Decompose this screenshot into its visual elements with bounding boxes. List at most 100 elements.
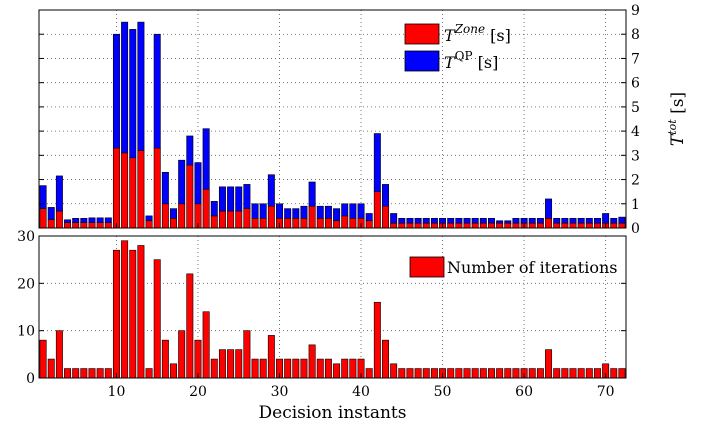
bar-qp-time (145, 215, 153, 222)
bar-qp-time (178, 159, 186, 205)
bar-zone-time (121, 152, 129, 229)
bottom-chart-frame (38, 235, 627, 379)
bar-qp-time (308, 181, 316, 207)
bar-zone-time (390, 222, 398, 229)
bar-iterations (430, 368, 438, 379)
bar-iterations (536, 368, 544, 379)
x-tick-label: 30 (271, 384, 289, 400)
bar-zone-time (553, 222, 561, 229)
y-tick-label: 2 (631, 173, 640, 189)
bar-iterations (259, 358, 267, 379)
y-tick-label: 20 (17, 276, 35, 292)
bar-qp-time (545, 198, 553, 219)
bar-iterations (479, 368, 487, 379)
bar-qp-time (585, 218, 593, 224)
bar-qp-time (357, 203, 365, 219)
bar-qp-time (259, 203, 267, 219)
y-tick-label: 4 (631, 124, 640, 140)
bar-zone-time (496, 222, 504, 229)
bar-qp-time (618, 216, 626, 224)
y-tick-label: 30 (17, 229, 35, 245)
bar-iterations (235, 349, 243, 379)
bar-iterations (487, 368, 495, 379)
bar-zone-time (618, 222, 626, 229)
bar-zone-time (504, 222, 512, 229)
bar-iterations (382, 339, 389, 379)
bar-qp-time (610, 218, 618, 224)
bar-iterations (72, 368, 80, 379)
bar-qp-time (324, 205, 332, 219)
bar-qp-time (316, 205, 324, 219)
bar-qp-time (300, 205, 308, 219)
bar-qp-time (72, 218, 80, 223)
bar-iterations (610, 368, 618, 379)
bar-qp-time (365, 213, 373, 222)
bar-zone-time (382, 205, 389, 229)
bar-qp-time (422, 218, 430, 224)
bar-zone-time (349, 218, 357, 229)
bar-zone-time (545, 218, 553, 229)
bar-iterations (406, 368, 414, 379)
y-tick-label: 8 (631, 27, 640, 43)
bar-qp-time (64, 219, 72, 223)
top-chart-bars (39, 21, 626, 229)
bottom-chart-legend: Number of iterations (409, 256, 617, 278)
bar-zone-time (528, 222, 536, 229)
bar-qp-time (406, 218, 414, 224)
bar-iterations (202, 311, 210, 379)
bar-zone-time (463, 222, 471, 229)
bar-qp-time (186, 135, 194, 166)
bar-zone-time (487, 222, 495, 229)
bar-iterations (145, 368, 153, 379)
bar-iterations (324, 358, 332, 379)
bar-qp-time (487, 218, 495, 224)
bar-iterations (55, 330, 63, 379)
bar-zone-time (333, 220, 341, 229)
bottom-chart-x-axis-label: Decision instants (259, 403, 407, 423)
bar-zone-time (479, 222, 487, 229)
bar-qp-time (471, 218, 479, 224)
bar-qp-time (430, 218, 438, 224)
y-tick-label: 3 (631, 148, 640, 164)
bar-qp-time (463, 218, 471, 224)
top-chart-panel: 0 1 2 3 4 5 6 7 8 9 Ttot [s] TZone [s] TQP [s] (38, 3, 688, 237)
bar-qp-time (349, 203, 357, 219)
bar-zone-time (324, 218, 332, 229)
bar-zone-time (64, 222, 72, 229)
bar-qp-time (104, 217, 112, 223)
bar-iterations (227, 349, 235, 379)
bar-zone-time (251, 218, 259, 229)
bar-qp-time (390, 213, 398, 224)
legend-swatch (404, 50, 440, 72)
bar-zone-time (112, 147, 120, 229)
bar-zone-time (55, 210, 63, 229)
bar-zone-time (422, 222, 430, 229)
bar-iterations (96, 368, 104, 379)
bar-zone-time (373, 191, 381, 229)
bar-iterations (112, 249, 120, 379)
bar-iterations (170, 363, 178, 379)
bar-qp-time (218, 186, 226, 212)
bar-iterations (528, 368, 536, 379)
bar-iterations (218, 349, 226, 379)
bar-zone-time (414, 222, 422, 229)
y-tick-label: 6 (631, 76, 640, 92)
x-tick-label: 20 (189, 384, 207, 400)
bar-iterations (365, 368, 373, 379)
bar-qp-time (341, 203, 349, 217)
top-chart-legend: TZone [s] TQP [s] (404, 22, 511, 72)
bar-zone-time (96, 222, 104, 229)
bar-iterations (373, 301, 381, 379)
bar-qp-time (455, 218, 463, 224)
bar-qp-time (512, 218, 520, 224)
legend-label: Number of iterations (447, 258, 617, 277)
bar-zone-time (610, 222, 618, 229)
bar-qp-time (373, 133, 381, 192)
bar-qp-time (47, 207, 55, 220)
bar-iterations (308, 344, 316, 379)
bar-iterations (292, 358, 300, 379)
bar-iterations (210, 358, 218, 379)
bar-zone-time (202, 188, 210, 229)
y-axis-label-unit: [s] (668, 92, 688, 119)
bar-qp-time (267, 174, 275, 207)
